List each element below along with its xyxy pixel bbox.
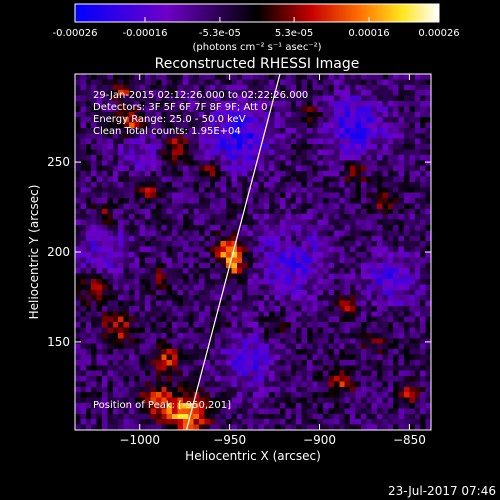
peak-position-label: Position of Peak: [-950,201] [93,400,231,411]
y-tick-label: 200 [47,245,70,259]
colorbar-tick-label: 5.3e-05 [275,28,313,39]
info-line-detectors: Detectors: 3F 5F 6F 7F 8F 9F; Att 0 [93,102,268,113]
y-tick-label: 150 [47,335,70,349]
plot-title: Reconstructed RHESSI Image [155,56,360,72]
y-axis-ticks: 150 200 250 [47,155,431,349]
y-axis-label: Heliocentric Y (arcsec) [27,185,41,320]
solar-limb-line [185,73,281,431]
colorbar: -0.00026 -0.00016 -5.3e-05 5.3e-05 0.00016 0.… [53,3,460,53]
info-line-clean: Clean Total counts: 1.95E+04 [93,126,241,137]
x-tick-label: −1000 [119,433,160,447]
heatmap-image [75,74,431,430]
info-line-energy: Energy Range: 25.0 - 50.0 keV [93,114,246,125]
colorbar-tick-label: 0.00026 [418,28,459,39]
colorbar-gradient [75,4,439,22]
x-tick-label: −900 [303,433,336,447]
x-axis-label: Heliocentric X (arcsec) [185,449,321,463]
info-text: 29-Jan-2015 02:12:26.000 to 02:22:26.000… [93,90,308,137]
colorbar-tick-label: -0.00016 [123,28,168,39]
x-tick-label: −850 [393,433,426,447]
colorbar-tick-label: -5.3e-05 [199,28,241,39]
info-line-time: 29-Jan-2015 02:12:26.000 to 02:22:26.000 [93,90,308,101]
footer-date: 23-Jul-2017 07:46 [388,484,496,498]
colorbar-ticks: -0.00026 -0.00016 -5.3e-05 5.3e-05 0.00016 0.… [53,17,460,39]
x-tick-label: −950 [213,433,246,447]
colorbar-frame [74,3,440,23]
colorbar-tick-label: 0.00016 [348,28,389,39]
x-axis-ticks: −1000 −950 −900 −850 [119,74,426,447]
colorbar-tick-label: -0.00026 [53,28,98,39]
y-tick-label: 250 [47,155,70,169]
colorbar-unit-label: (photons cm⁻² s⁻¹ asec⁻²) [192,42,321,53]
